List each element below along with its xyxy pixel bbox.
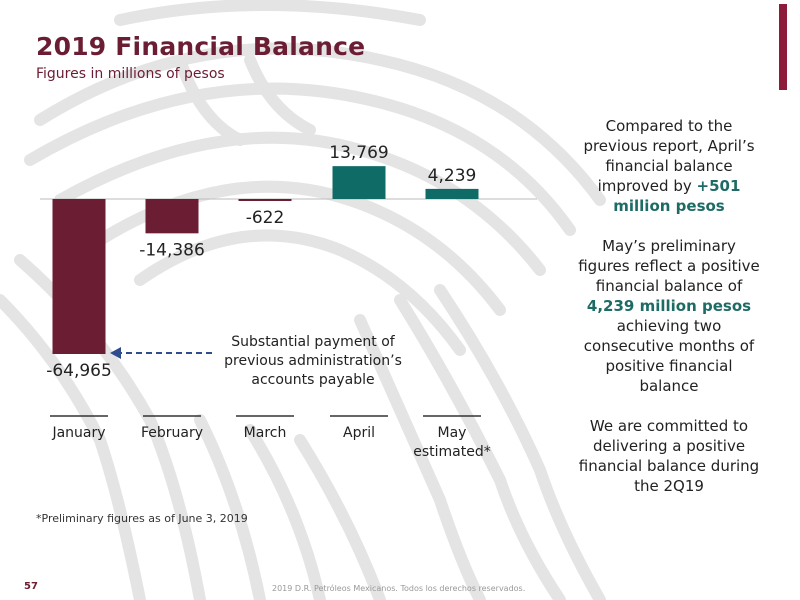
category-label-5-line-1: May	[438, 425, 467, 441]
category-label-5-line-2: estimated*	[413, 444, 491, 460]
annotation-arrow-head	[110, 347, 121, 359]
side-panel-p1-text: Compared to the previous report, April’s…	[583, 117, 755, 195]
side-panel-p3-text: We are committed to delivering a positiv…	[578, 417, 760, 495]
value-label-1: -64,965	[46, 361, 112, 381]
category-label-1: January	[51, 425, 105, 441]
footnote: *Preliminary figures as of June 3, 2019	[36, 512, 248, 525]
side-panel-paragraph-3: We are committed to delivering a positiv…	[576, 416, 762, 496]
copyright-notice: 2019 D.R. Petróleos Mexicanos. Todos los…	[272, 584, 526, 593]
bar-3	[238, 199, 292, 201]
value-label-2: -14,386	[139, 240, 205, 260]
bar-2	[145, 199, 199, 234]
side-panel-paragraph-1: Compared to the previous report, April’s…	[576, 116, 762, 216]
side-panel-p2-text-before: May’s preliminary figures reflect a posi…	[578, 237, 760, 295]
bar-4	[332, 166, 386, 199]
side-panel: Compared to the previous report, April’s…	[576, 116, 762, 516]
chart-annotation: Substantial payment of previous administ…	[224, 334, 402, 388]
category-label-3: March	[244, 425, 287, 441]
value-label-4: 13,769	[329, 143, 388, 163]
page-number: 57	[24, 581, 38, 592]
side-panel-p2-text-after: achieving two consecutive months of posi…	[583, 317, 755, 395]
page-subtitle: Figures in millions of pesos	[36, 66, 225, 82]
side-panel-p1-highlight: +501 million pesos	[613, 177, 741, 215]
category-label-2: February	[141, 425, 203, 441]
bar-5	[425, 188, 479, 199]
side-panel-paragraph-2: May’s preliminary figures reflect a posi…	[576, 236, 762, 396]
category-label-4: April	[343, 425, 375, 441]
accent-bar	[779, 4, 787, 90]
page-title: 2019 Financial Balance	[36, 32, 366, 61]
side-panel-p2-highlight: 4,239 million pesos	[586, 297, 752, 315]
bar-1	[52, 199, 106, 354]
value-label-3: -622	[246, 208, 285, 228]
value-label-5: 4,239	[428, 166, 477, 186]
